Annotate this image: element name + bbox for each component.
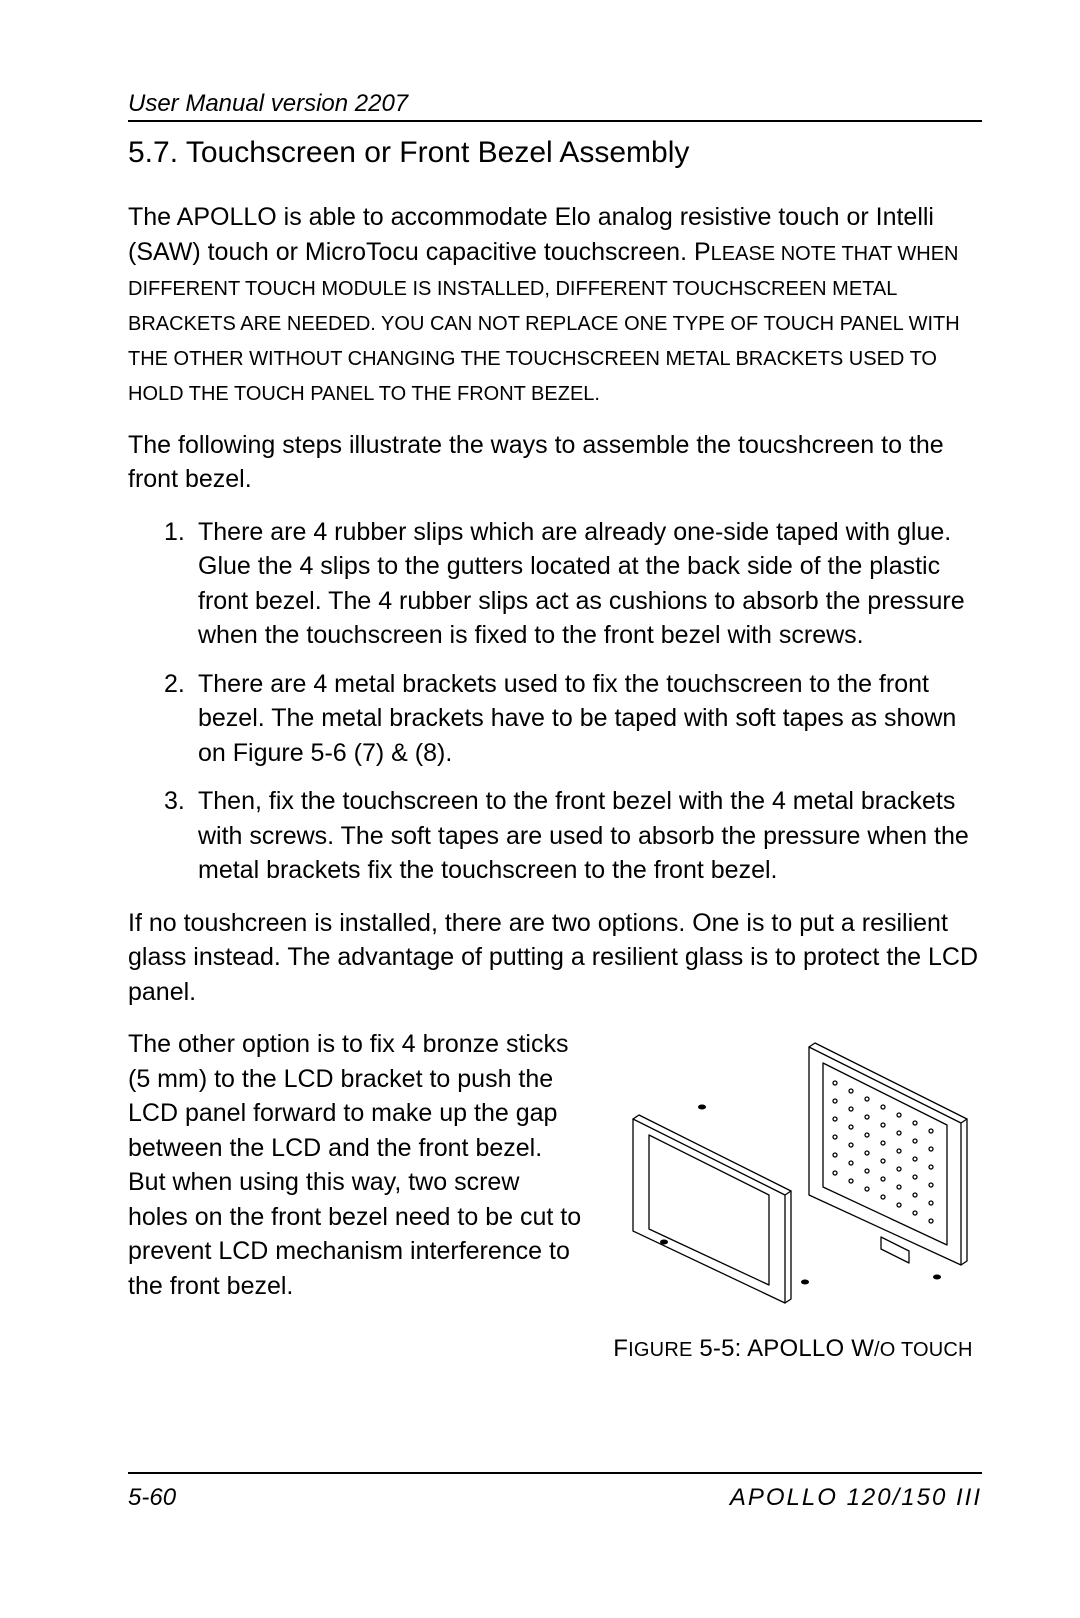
fig-tail-lead: W <box>851 1335 874 1362</box>
left-column: The other option is to fix 4 bronze stic… <box>128 1027 584 1363</box>
list-item: 2. There are 4 metal brackets used to fi… <box>164 667 982 771</box>
smallcaps-lead-1: P <box>694 238 711 266</box>
fig-label-lead: F <box>613 1335 628 1362</box>
steps-intro: The following steps illustrate the ways … <box>128 428 982 497</box>
assembly-steps-list: 1. There are 4 rubber slips which are al… <box>128 515 982 888</box>
page-number: 5-60 <box>128 1484 176 1512</box>
list-text: Then, fix the touchscreen to the front b… <box>198 784 982 888</box>
intro-paragraph: The APOLLO is able to accommodate Elo an… <box>128 200 982 410</box>
figure-column: FIGURE 5-5: APOLLO W/O TOUCH <box>604 1027 982 1363</box>
list-number: 2. <box>164 667 198 771</box>
two-column-region: The other option is to fix 4 bronze stic… <box>128 1027 982 1363</box>
page-footer: 5-60 APOLLO 120/150 III <box>128 1484 982 1512</box>
footer-rule <box>128 1472 982 1474</box>
fig-number: 5-5: APOLLO <box>693 1335 852 1362</box>
document-page: User Manual version 2207 5.7. Touchscree… <box>0 0 1080 1363</box>
section-title: 5.7. Touchscreen or Front Bezel Assembly <box>128 136 982 170</box>
list-item: 3. Then, fix the touchscreen to the fron… <box>164 784 982 888</box>
section-number: 5.7. <box>128 136 178 169</box>
fig-tail-sc: /O TOUCH <box>874 1339 973 1361</box>
no-touchscreen-paragraph: If no toushcreen is installed, there are… <box>128 906 982 1010</box>
figure-caption: FIGURE 5-5: APOLLO W/O TOUCH <box>613 1335 972 1363</box>
product-name: APOLLO 120/150 III <box>730 1484 982 1512</box>
list-text: There are 4 rubber slips which are alrea… <box>198 515 982 653</box>
list-number: 3. <box>164 784 198 888</box>
list-item: 1. There are 4 rubber slips which are al… <box>164 515 982 653</box>
fig-label-sc: IGURE <box>628 1339 692 1361</box>
list-number: 1. <box>164 515 198 653</box>
list-text: There are 4 metal brackets used to fix t… <box>198 667 982 771</box>
section-heading: Touchscreen or Front Bezel Assembly <box>186 136 690 169</box>
bronze-sticks-paragraph: The other option is to fix 4 bronze stic… <box>128 1027 584 1303</box>
header-rule <box>128 120 982 122</box>
manual-version-header: User Manual version 2207 <box>128 90 982 118</box>
apollo-assembly-figure <box>609 1027 977 1307</box>
